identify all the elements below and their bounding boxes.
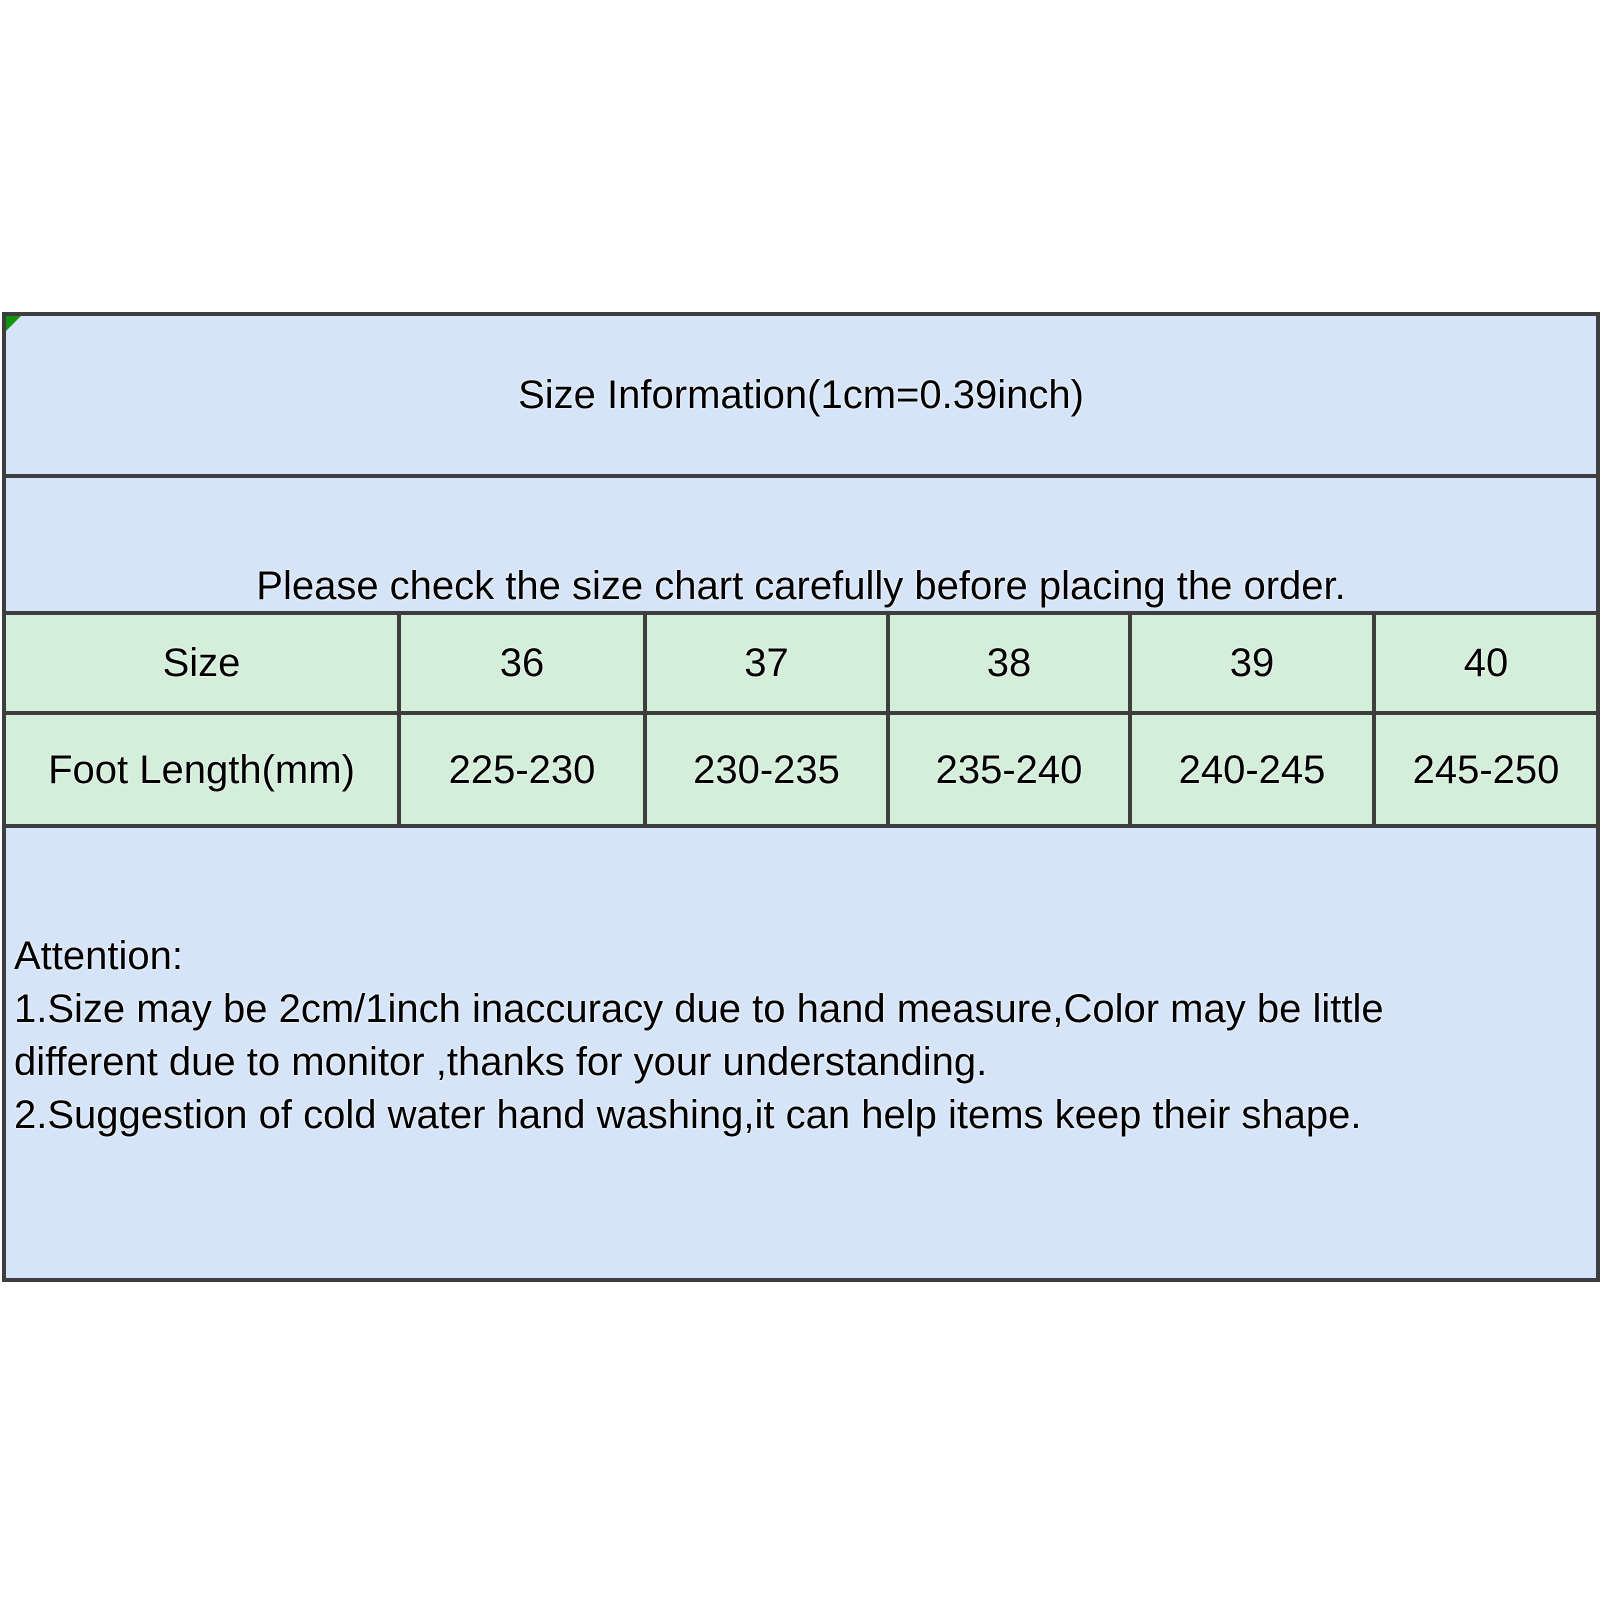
size-chart-table: Size Information(1cm=0.39inch) Please ch… [1, 312, 1600, 1282]
size-chart: Size Information(1cm=0.39inch) Please ch… [1, 312, 1600, 1282]
attention-heading: Attention: [14, 934, 184, 978]
foot-length-37: 230-235 [643, 711, 890, 828]
size-value-40: 40 [1371, 611, 1600, 715]
title-row: Size Information(1cm=0.39inch) [1, 312, 1600, 478]
foot-length-40: 245-250 [1371, 711, 1600, 828]
attention-line-3: 2.Suggestion of cold water hand washing,… [14, 1093, 1362, 1137]
size-value-39: 39 [1128, 611, 1376, 715]
foot-length-39: 240-245 [1128, 711, 1376, 828]
foot-length-row: Foot Length(mm) 225-230 230-235 235-240 … [2, 711, 1600, 828]
foot-length-38: 235-240 [886, 711, 1132, 828]
size-header-row: Size 36 37 38 39 40 [2, 611, 1600, 715]
size-row-label: Size [2, 611, 401, 715]
table-subtitle: Please check the size chart carefully be… [1, 474, 1600, 615]
attention-row: Attention: 1.Size may be 2cm/1inch inacc… [1, 824, 1600, 1282]
table-title: Size Information(1cm=0.39inch) [1, 312, 1600, 478]
attention-line-2: different due to monitor ,thanks for you… [14, 1040, 988, 1084]
size-value-37: 37 [643, 611, 890, 715]
subtitle-row: Please check the size chart carefully be… [1, 474, 1600, 615]
attention-line-1: 1.Size may be 2cm/1inch inaccuracy due t… [14, 987, 1384, 1031]
corner-marker-icon [6, 316, 21, 331]
attention-cell: Attention: 1.Size may be 2cm/1inch inacc… [1, 824, 1600, 1282]
foot-length-36: 225-230 [397, 711, 647, 828]
foot-length-label: Foot Length(mm) [2, 711, 401, 828]
size-value-36: 36 [397, 611, 647, 715]
size-value-38: 38 [886, 611, 1132, 715]
